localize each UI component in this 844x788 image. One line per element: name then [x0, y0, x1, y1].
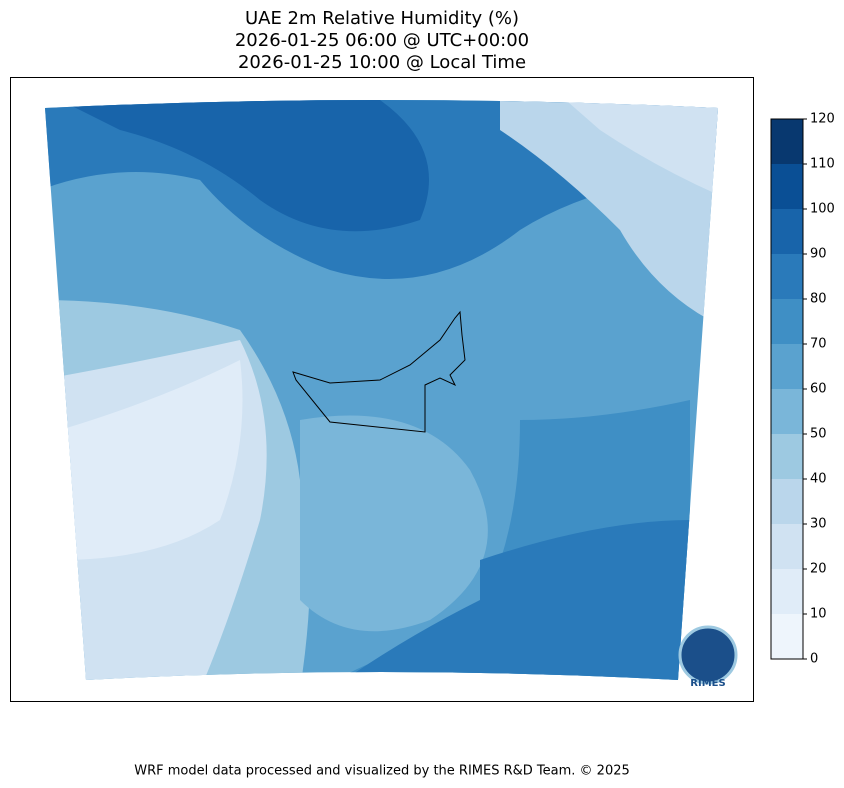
colorbar: 0 10 20 30 40 50 60 70 80 90 100 110 120: [770, 112, 835, 667]
colorbar-bin: [771, 434, 803, 479]
colorbar-bin: [771, 164, 803, 209]
uae-border: [292, 310, 466, 433]
colorbar-bin: [771, 119, 803, 164]
colorbar-tick-label: 70: [810, 337, 827, 352]
colorbar-tick-label: 110: [810, 157, 835, 172]
colorbar-tick-label: 90: [810, 247, 827, 262]
colorbar-tick-label: 30: [810, 517, 827, 532]
title: UAE 2m Relative Humidity (%) 2026-01-25 …: [235, 8, 529, 73]
title-line: 2026-01-25 06:00 @ UTC+00:00: [235, 30, 529, 51]
colorbar-bin: [771, 569, 803, 614]
colorbar-tick-label: 0: [810, 652, 818, 667]
colorbar-tick-label: 60: [810, 382, 827, 397]
colorbar-tick-label: 10: [810, 607, 827, 622]
rimes-logo: RIMES: [678, 625, 738, 689]
colorbar-tick-label: 20: [810, 562, 827, 577]
title-line: 2026-01-25 10:00 @ Local Time: [238, 52, 526, 73]
colorbar-bin: [771, 479, 803, 524]
colorbar-tick-label: 100: [810, 202, 835, 217]
logo-text: RIMES: [690, 678, 725, 689]
colorbar-bin: [771, 524, 803, 569]
colorbar-tick-label: 50: [810, 427, 827, 442]
colorbar-bin: [771, 344, 803, 389]
colorbar-bin: [771, 614, 803, 659]
footer: WRF model data processed and visualized …: [134, 764, 630, 779]
humidity-field: [45, 100, 718, 680]
colorbar-bin: [771, 389, 803, 434]
colorbar-bin: [771, 209, 803, 254]
title-line: UAE 2m Relative Humidity (%): [245, 8, 519, 29]
colorbar-tick-label: 120: [810, 112, 835, 127]
colorbar-tick-label: 80: [810, 292, 827, 307]
colorbar-bin: [771, 254, 803, 299]
colorbar-tick-label: 40: [810, 472, 827, 487]
colorbar-bin: [771, 299, 803, 344]
